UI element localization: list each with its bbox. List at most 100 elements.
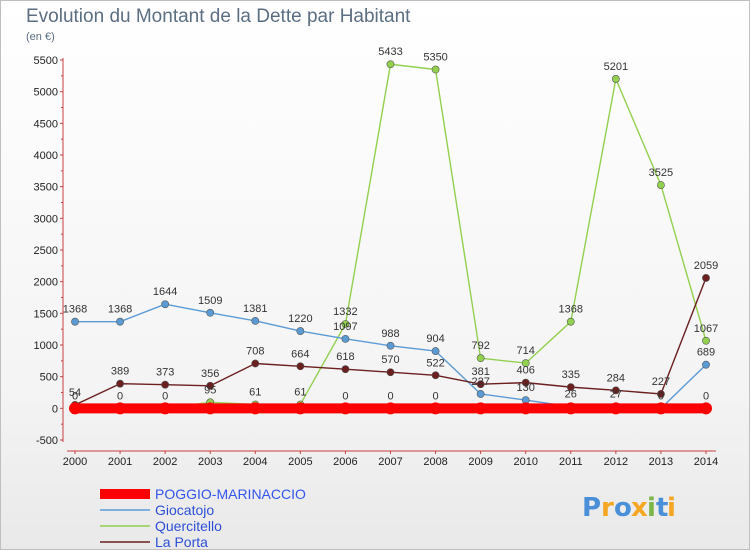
data-point [476, 380, 485, 389]
data-label: 1368 [108, 304, 132, 316]
data-point [431, 347, 440, 355]
data-label: 5350 [423, 52, 447, 64]
data-point [71, 317, 79, 326]
data-point [700, 402, 712, 415]
data-point [611, 75, 620, 83]
x-tick-label: 2014 [694, 456, 718, 468]
data-point [566, 383, 575, 392]
data-label: 0 [387, 390, 393, 402]
y-tick-label: 5000 [34, 87, 58, 99]
data-point [476, 354, 485, 363]
x-tick-label: 2008 [423, 456, 447, 468]
data-label: 356 [201, 368, 219, 380]
logo-letter: o [614, 493, 632, 523]
data-point [657, 390, 665, 398]
data-label: 95 [204, 384, 216, 396]
y-tick-label: 2000 [34, 277, 58, 289]
data-point [341, 365, 350, 374]
data-label: 904 [426, 333, 444, 345]
x-tick-label: 2002 [153, 456, 177, 468]
data-point [294, 402, 307, 415]
data-label: 1368 [63, 304, 87, 316]
data-label: 0 [117, 390, 123, 402]
data-label: 5433 [378, 46, 402, 58]
data-label: 130 [517, 382, 535, 394]
data-point [251, 359, 260, 368]
x-tick-label: 2010 [513, 456, 537, 468]
data-label: 1368 [559, 304, 583, 316]
data-label: 1097 [333, 321, 357, 333]
data-label: 227 [652, 376, 670, 388]
data-label: 27 [610, 389, 622, 401]
data-label: 227 [471, 376, 489, 388]
y-tick-label: 4500 [34, 118, 58, 130]
data-label: 708 [246, 345, 264, 357]
y-tick-label: 5500 [34, 55, 58, 67]
data-label: 714 [517, 345, 535, 357]
data-label: 0 [342, 390, 348, 402]
legend-label: Quercitello [155, 518, 222, 534]
data-label: 1381 [243, 303, 267, 315]
data-point [339, 402, 352, 415]
data-point [206, 381, 215, 390]
data-label: 0 [162, 390, 168, 402]
y-tick-label: 3000 [34, 213, 58, 225]
data-point [114, 402, 127, 415]
legend-label: POGGIO-MARINACCIO [155, 486, 306, 502]
data-point [161, 300, 170, 309]
chart-title: Evolution du Montant de la Dette par Hab… [26, 6, 411, 27]
data-point [249, 402, 262, 415]
data-label: 1220 [288, 313, 312, 325]
x-tick-label: 2007 [378, 456, 402, 468]
y-tick-label: 2500 [34, 245, 58, 257]
data-point [204, 402, 217, 415]
y-tick-label: 4000 [34, 150, 58, 162]
data-label: 0 [433, 390, 439, 402]
data-label: 373 [156, 367, 174, 379]
axes: -500 0 500 1000 1500 2000 2500 3000 3500 4000 4500… [34, 55, 719, 468]
data-label: 54 [69, 387, 81, 399]
data-point [116, 379, 124, 388]
logo-letter: i [647, 493, 656, 523]
data-point [341, 320, 350, 328]
data-label: 0 [72, 390, 78, 402]
data-label: 1644 [153, 286, 177, 298]
data-label: 1332 [333, 306, 357, 318]
data-point [521, 378, 530, 387]
x-tick-label: 2001 [108, 456, 132, 468]
data-point [521, 359, 530, 368]
data-label: 522 [426, 357, 444, 369]
data-point [702, 360, 710, 369]
data-label: 61 [249, 386, 261, 398]
x-tick-label: 2009 [468, 456, 492, 468]
x-tick-label: 2004 [243, 456, 267, 468]
data-point [116, 317, 124, 326]
data-point [474, 402, 487, 415]
data-label: 1509 [198, 295, 222, 307]
data-point [429, 402, 442, 415]
x-tick-label: 2011 [559, 456, 583, 468]
data-label: 335 [562, 369, 580, 381]
data-label: 406 [517, 365, 535, 377]
logo-letter: t [656, 493, 668, 523]
data-label: 792 [471, 340, 489, 352]
data-point [206, 308, 215, 317]
y-tick-label: 0 [52, 403, 58, 415]
data-label: 570 [381, 354, 399, 366]
data-point [386, 60, 395, 69]
x-tick-label: 2005 [288, 456, 312, 468]
data-point [609, 402, 622, 415]
series-1 [69, 402, 712, 415]
data-point [69, 402, 81, 415]
y-tick-label: 1000 [34, 340, 58, 352]
data-label: 689 [697, 347, 715, 359]
x-tick-label: 2006 [333, 456, 357, 468]
logo-letter: P [582, 493, 601, 523]
chart-subtitle: (en €) [26, 31, 55, 43]
data-point [341, 334, 350, 343]
legend: POGGIO-MARINACCIOGiocatojoQuercitelloLa … [100, 486, 306, 550]
data-point [159, 402, 172, 415]
logo-letter: i [667, 493, 676, 523]
